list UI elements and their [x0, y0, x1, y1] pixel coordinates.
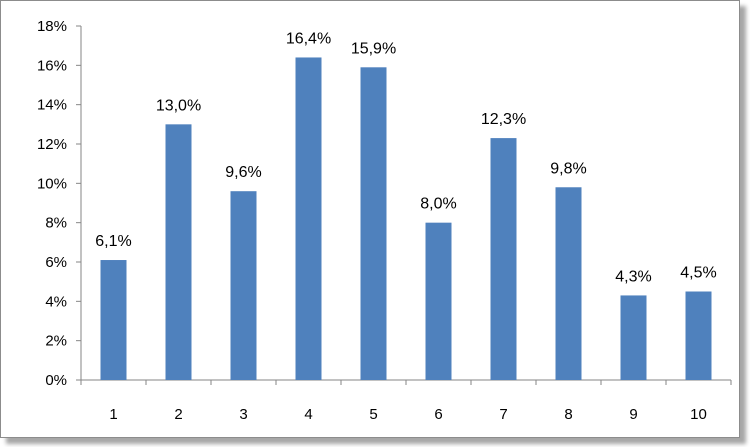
y-tick-label: 8%: [45, 215, 67, 232]
x-tick-label: 4: [304, 406, 312, 423]
y-axis: 0% 2% 4% 6% 8% 10% 12% 14% 16% 18%: [37, 18, 82, 389]
bar: [620, 295, 647, 380]
bar: [360, 67, 387, 381]
bar: [230, 191, 257, 380]
data-label: 13,0%: [156, 97, 201, 114]
x-tick-label: 5: [369, 406, 377, 423]
y-tick-label: 16%: [37, 57, 67, 74]
data-label: 4,5%: [680, 265, 716, 282]
bar: [685, 291, 712, 380]
x-tick-label: 6: [434, 406, 442, 423]
data-label: 9,8%: [550, 160, 586, 177]
y-tick-label: 12%: [37, 136, 67, 153]
bar: [490, 138, 517, 380]
x-tick-label: 7: [499, 406, 507, 423]
data-label: 15,9%: [351, 40, 396, 57]
data-label: 16,4%: [286, 30, 331, 47]
x-tick-label: 1: [109, 406, 117, 423]
bar: [295, 57, 322, 380]
y-tick-label: 6%: [45, 254, 67, 271]
bar: [425, 222, 452, 380]
data-label: 4,3%: [615, 268, 651, 285]
y-tick-label: 0%: [45, 372, 67, 389]
data-label: 6,1%: [95, 233, 131, 250]
data-labels: 6,1% 13,0% 9,6% 16,4% 15,9% 8,0% 12,3% 9,8% 4,3%…: [95, 30, 716, 285]
x-tick-label: 2: [174, 406, 182, 423]
y-tick-label: 14%: [37, 97, 67, 114]
x-axis: 1 2 3 4 5 6 7 8 9 10: [80, 379, 732, 423]
y-tick-label: 4%: [45, 293, 67, 310]
data-label: 9,6%: [225, 164, 261, 181]
y-tick-label: 10%: [37, 175, 67, 192]
bar: [555, 187, 582, 380]
x-tick-label: 9: [629, 406, 637, 423]
bar: [165, 124, 192, 380]
data-label: 12,3%: [481, 111, 526, 128]
bar-chart: 0% 2% 4% 6% 8% 10% 12% 14% 16% 18% 1 2 3 4 5 6 7 8 9 10 6,…: [37, 18, 732, 423]
bar-series: [100, 57, 712, 381]
data-label: 8,0%: [420, 196, 456, 213]
x-tick-label: 8: [564, 406, 572, 423]
y-tick-label: 18%: [37, 18, 67, 35]
bar: [100, 260, 127, 380]
x-tick-label: 10: [690, 406, 707, 423]
chart-frame: 0% 2% 4% 6% 8% 10% 12% 14% 16% 18% 1 2 3 4 5 6 7 8 9 10 6,…: [0, 0, 740, 438]
x-tick-label: 3: [239, 406, 247, 423]
y-tick-label: 2%: [45, 333, 67, 350]
